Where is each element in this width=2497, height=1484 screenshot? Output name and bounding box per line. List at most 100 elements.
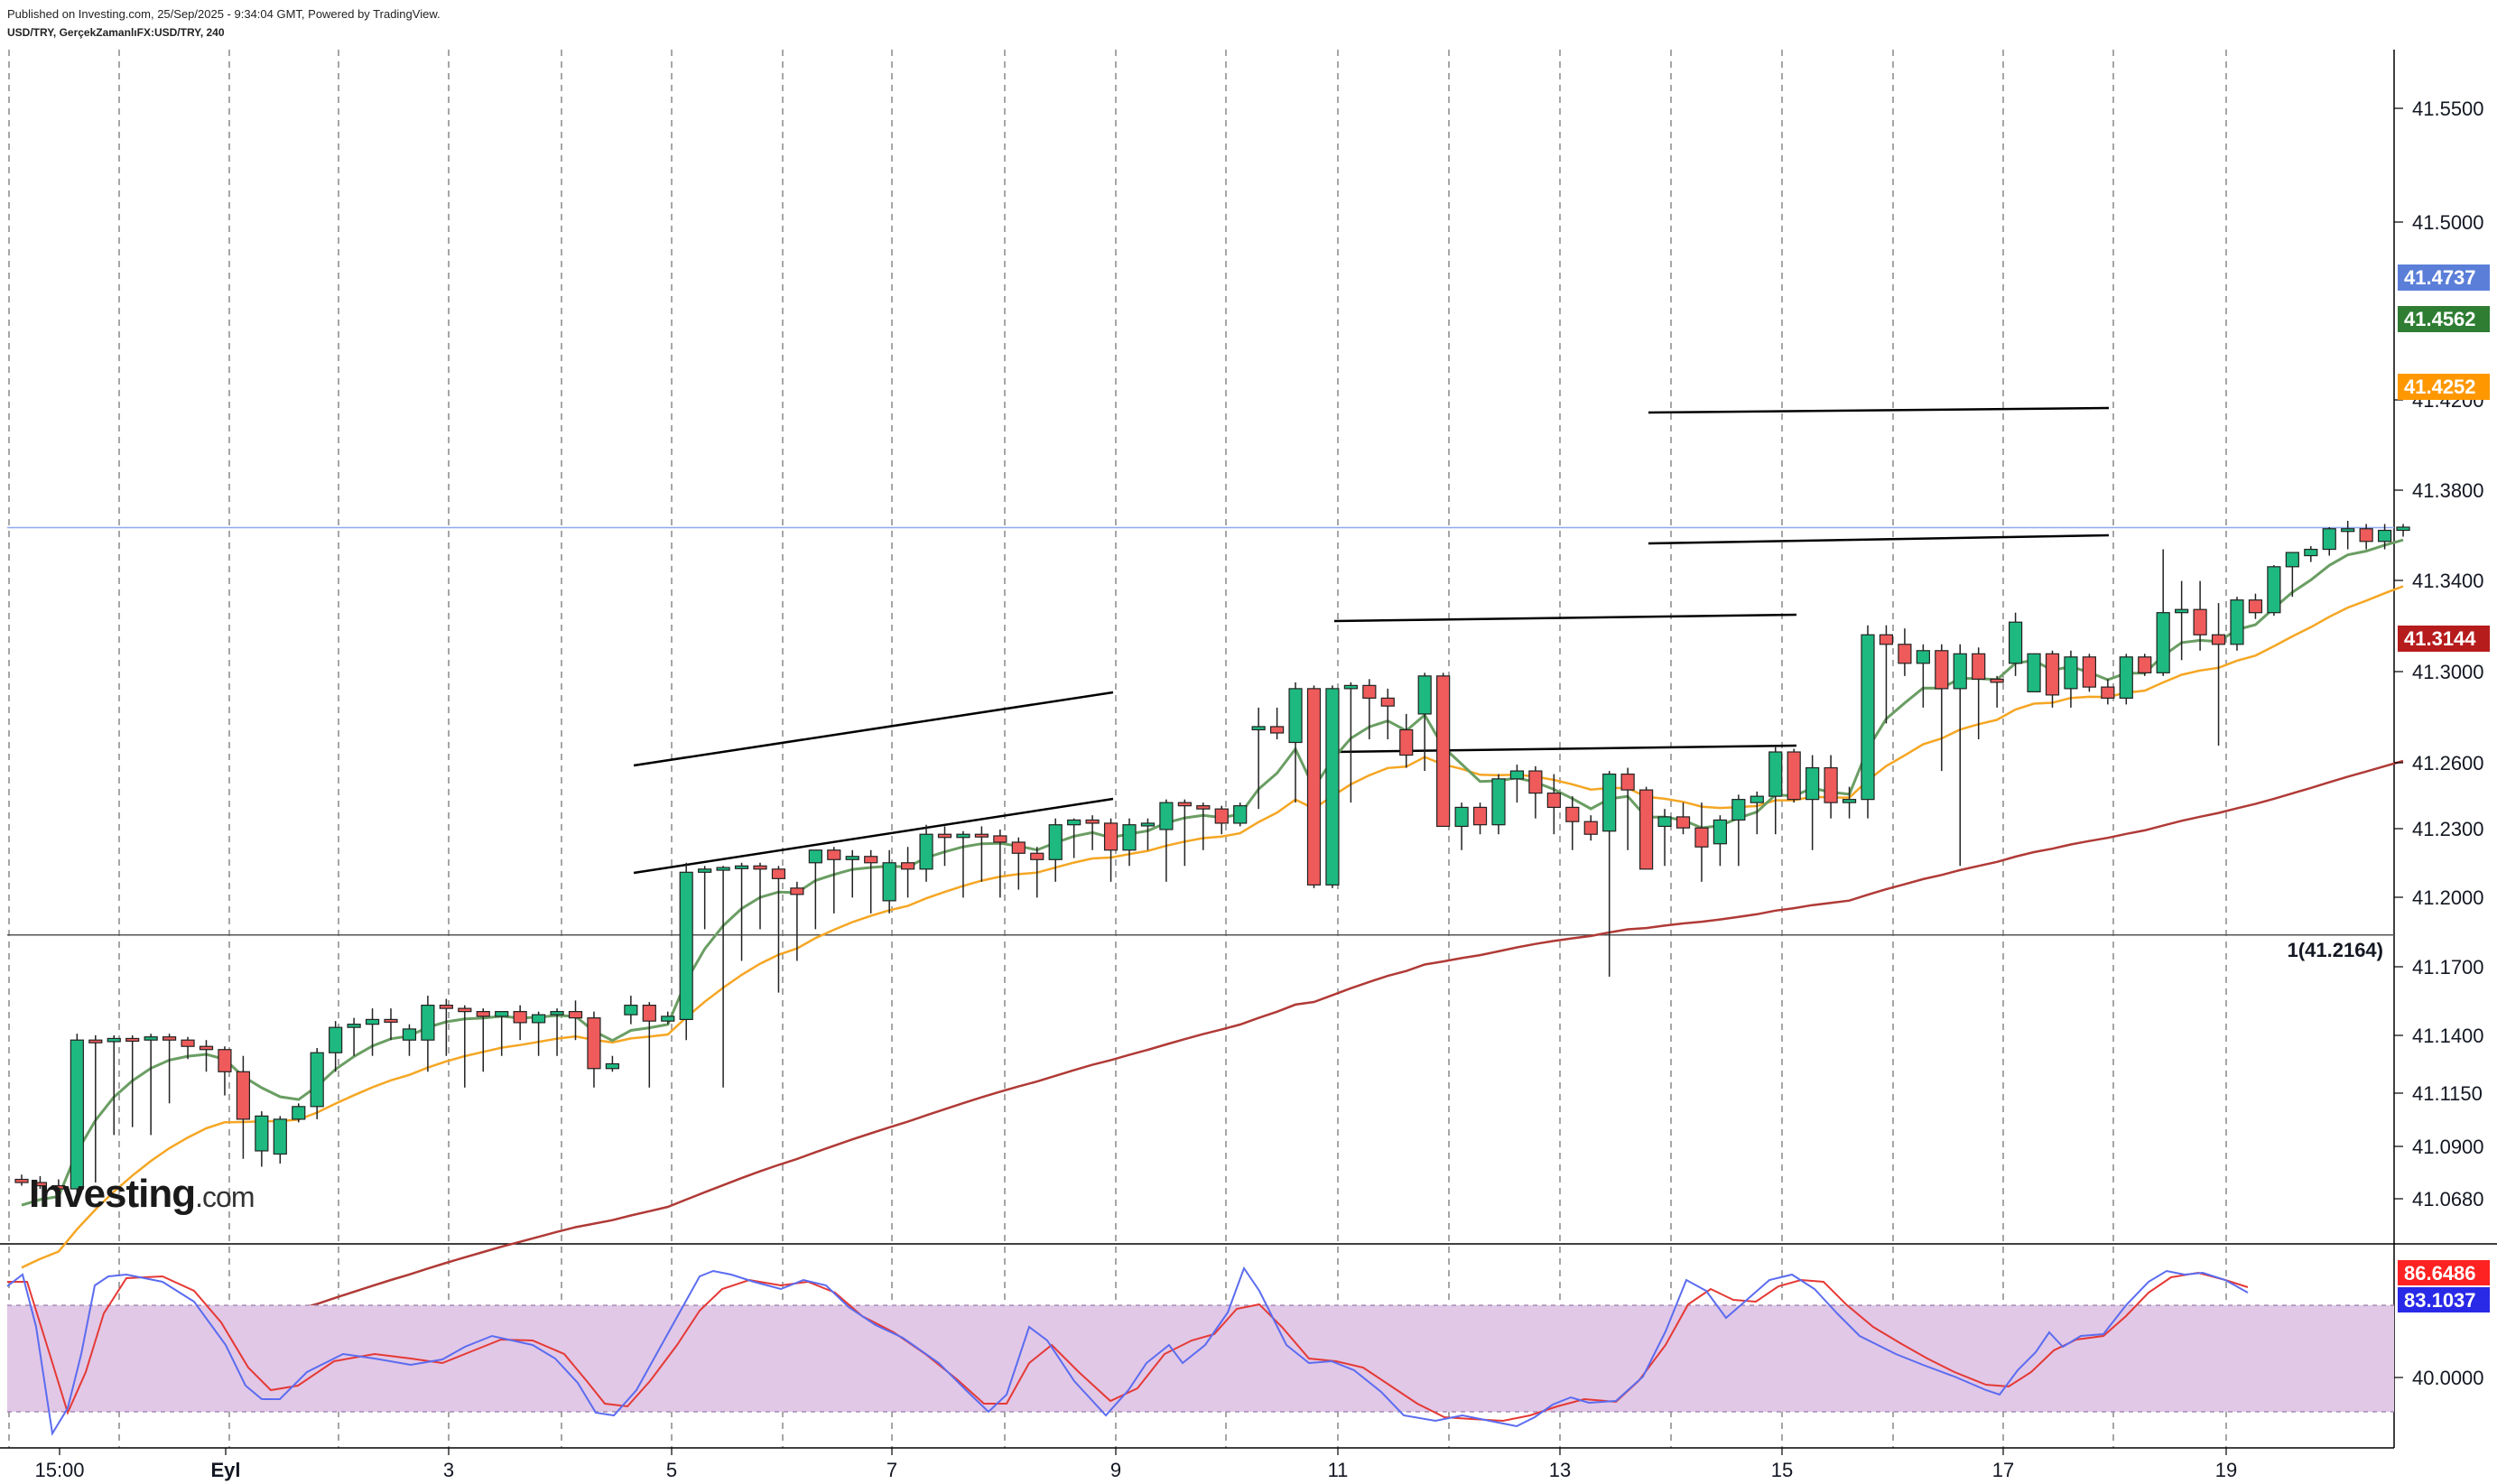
candle [2285,552,2299,598]
candle [1731,794,1746,867]
candle-body [1343,684,1359,690]
candle-body [956,833,970,839]
candle [2230,597,2244,651]
candle [1251,707,1266,810]
y-tick-label: 41.1150 [2412,1082,2483,1105]
candle [1916,644,1930,708]
candle [365,1008,380,1056]
candle-body [1731,799,1746,821]
candle-body [439,1005,453,1009]
y-tick-label: 41.3800 [2412,479,2484,502]
candle-body [1306,688,1322,886]
candle-body [2322,528,2336,551]
candle [1583,815,1598,841]
candle-body [458,1007,472,1013]
candle [310,1047,324,1119]
candle [51,1179,66,1196]
candle-body [1898,644,1912,664]
candle-body [495,1011,509,1017]
candle [1233,802,1248,827]
stochastic-badges: 86.6486 83.1037 40.0000 [2394,1260,2490,1389]
range-upper-line [1333,613,1797,623]
price-badge: 41.3144 [2398,626,2490,652]
symbol-info: USD/TRY, GerçekZamanlıFX:USD/TRY, 240 [7,26,225,39]
candle [1454,802,1469,850]
candle-body [1269,726,1285,734]
candle-body [2304,548,2318,557]
candle [421,996,435,1072]
candle [734,862,749,961]
candle [2045,650,2060,708]
candle [1048,818,1063,882]
candle [698,866,712,930]
candle-body [993,835,1007,843]
candle [1436,672,1451,828]
candle-body [125,1037,140,1043]
candle-body [679,871,693,1020]
candle [495,1011,509,1056]
candle-body [2248,599,2263,614]
candle-body [1436,675,1451,828]
candle [1325,685,1340,888]
candle [1067,818,1081,858]
candle-body [864,856,878,864]
candle [1805,755,1820,850]
candle-body [347,1024,361,1028]
candle-body [2359,528,2373,543]
y-tick-label: 41.1400 [2412,1025,2484,1047]
x-tick-label: 17 [1992,1459,2014,1481]
price-badge-value: 41.3144 [2404,627,2476,650]
candle [88,1034,103,1183]
candle-body [421,1005,435,1041]
candle-body [2119,656,2133,699]
candle-body [1972,653,1986,680]
candle-body [70,1039,84,1190]
candle [1343,682,1359,803]
x-tick-label: 19 [2215,1459,2237,1481]
candle-body [2138,656,2152,673]
candle [1935,644,1949,772]
candle-body [2009,621,2023,664]
candle [2267,565,2281,617]
candle [476,1008,490,1072]
candle-body [1842,799,1857,803]
flag-upper-line [1648,406,2110,414]
x-tick-label: 5 [666,1459,677,1481]
candle-body [1103,822,1119,851]
candle-body [1362,684,1377,699]
candle [587,1011,601,1088]
price-badge-value: 41.4252 [2404,376,2476,398]
candle [679,862,693,1041]
candle-body [1454,806,1469,828]
candle [458,1005,472,1088]
support-line-label: 1(41.2164) [2288,939,2383,961]
candle-body [32,1182,48,1187]
x-tick-label: 13 [1549,1459,1571,1481]
candle-body [310,1052,324,1108]
candle [513,1005,527,1041]
stochastic-d-line [7,1271,2249,1423]
candle-body [550,1011,564,1016]
candle [1362,679,1377,739]
candle [624,996,638,1025]
candle-body [2378,529,2392,543]
price-badge: 41.4562 [2398,306,2490,332]
candle-body [1214,808,1229,824]
x-tick-label: 11 [1328,1459,1349,1481]
candle-body [1491,778,1506,826]
candle-body [1824,766,1838,803]
y-tick-label: 41.5500 [2412,97,2484,120]
x-tick-label: Eyl [210,1459,240,1481]
candle [181,1036,195,1060]
candle [531,1011,546,1056]
price-badge: 41.4252 [2398,374,2490,400]
candle [2082,654,2096,692]
candlesticks [14,520,2410,1196]
candle-body [1472,806,1488,826]
candle [2378,524,2392,550]
candle-body [14,1178,29,1183]
candle [273,1116,287,1164]
candle [236,1055,250,1159]
candle-body [2285,552,2299,568]
